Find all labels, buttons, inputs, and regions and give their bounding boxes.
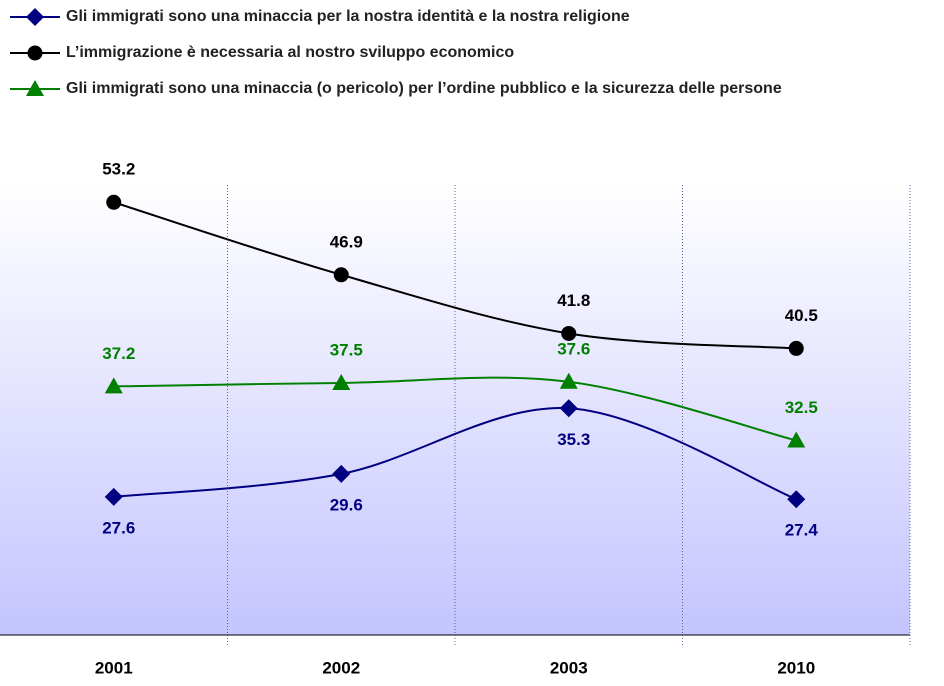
- data-point: [787, 490, 806, 509]
- legend-label: Gli immigrati sono una minaccia per la n…: [66, 8, 630, 25]
- series-line: [113, 201, 797, 350]
- legend-symbol: [10, 45, 60, 61]
- legend-symbol: [10, 8, 60, 26]
- data-label: 32.5: [785, 398, 818, 417]
- data-label: 40.5: [785, 306, 818, 325]
- data-point: [561, 325, 577, 341]
- data-label: 37.5: [330, 340, 363, 359]
- legend-label: L’immigrazione è necessaria al nostro sv…: [66, 44, 515, 61]
- data-point: [787, 431, 806, 448]
- data-label: 27.6: [102, 518, 135, 537]
- legend-item: L’immigrazione è necessaria al nostro sv…: [10, 42, 940, 64]
- legend-item: Gli immigrati sono una minaccia (o peric…: [10, 78, 940, 100]
- data-label: 46.9: [330, 232, 363, 251]
- data-label: 37.6: [557, 339, 590, 358]
- data-point: [559, 399, 578, 418]
- legend: Gli immigrati sono una minaccia per la n…: [10, 6, 940, 114]
- legend-marker: [26, 80, 44, 96]
- legend-symbol: [10, 80, 60, 96]
- data-point: [788, 340, 804, 356]
- legend-marker: [26, 8, 44, 26]
- data-label: 41.8: [557, 291, 590, 310]
- series-line: [113, 407, 797, 501]
- data-point: [332, 373, 351, 390]
- x-tick-label: 2010: [777, 658, 815, 677]
- x-tick-label: 2003: [550, 658, 588, 677]
- data-point: [332, 464, 351, 483]
- data-label: 27.4: [785, 521, 819, 540]
- data-point: [104, 377, 123, 394]
- series-line: [113, 376, 797, 442]
- data-point: [333, 267, 349, 283]
- data-label: 35.3: [557, 430, 590, 449]
- x-tick-label: 2002: [322, 658, 360, 677]
- data-point: [559, 372, 578, 389]
- data-point: [104, 487, 123, 506]
- data-label: 29.6: [330, 495, 363, 514]
- legend-marker: [27, 45, 43, 61]
- data-label: 37.2: [102, 344, 135, 363]
- x-tick-label: 2001: [95, 658, 133, 677]
- legend-label: Gli immigrati sono una minaccia (o peric…: [66, 80, 782, 97]
- data-point: [106, 194, 122, 210]
- legend-item: Gli immigrati sono una minaccia per la n…: [10, 6, 940, 28]
- data-label: 53.2: [102, 160, 135, 179]
